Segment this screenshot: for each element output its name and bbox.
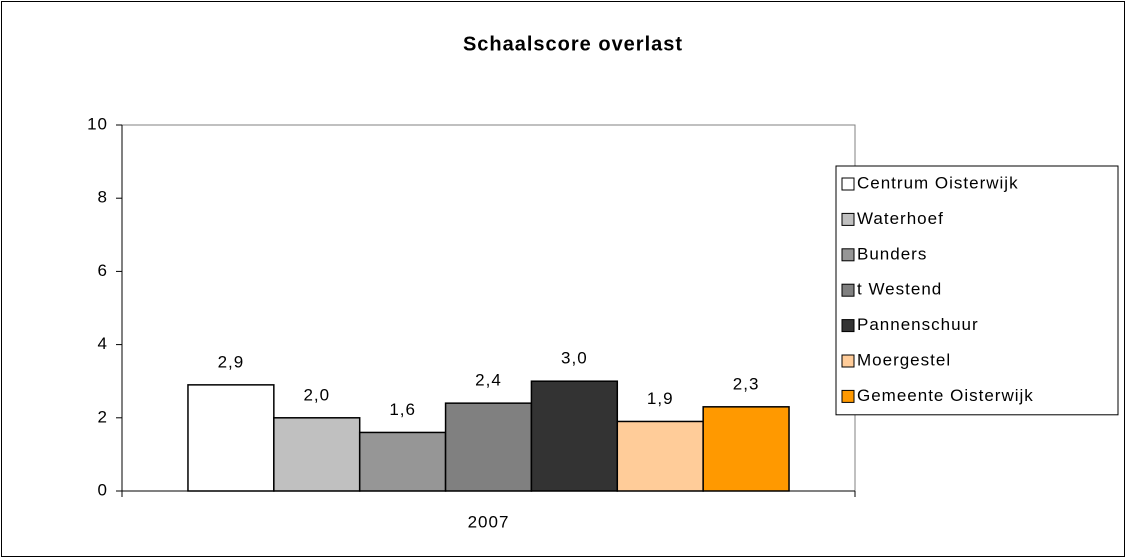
value-label: 2,9 [218,352,245,371]
legend-box [835,165,1119,416]
value-label: 3,0 [561,349,588,368]
legend-label: Moergestel [857,350,951,369]
legend-swatch [841,283,855,297]
bar [358,431,447,492]
legend-swatch [841,248,855,262]
bar [187,384,275,492]
legend-swatch [841,212,855,226]
legend-label: Bunders [857,244,927,263]
y-tick-label: 4 [98,334,108,353]
value-label: 2,4 [475,371,502,390]
legend-label: t Westend [857,280,942,299]
y-tick-label: 0 [98,480,108,499]
legend-swatch [841,319,855,333]
x-tick-label: 2007 [468,512,510,531]
y-tick-label: 10 [87,114,108,133]
legend-swatch [841,389,855,403]
chart-title: Schaalscore overlast [463,33,683,55]
y-tick-label: 8 [98,188,108,207]
bar [444,402,533,492]
y-tick-label: 2 [98,407,108,426]
legend-swatch [841,354,855,368]
value-label: 1,6 [389,400,416,419]
value-label: 1,9 [647,389,674,408]
legend-label: Pannenschuur [857,315,979,334]
bar [702,406,790,492]
legend-label: Centrum Oisterwijk [857,173,1019,192]
legend-swatch [841,177,855,191]
value-label: 2,3 [733,374,760,393]
bar [530,380,619,492]
legend-label: Gemeente Oisterwijk [857,386,1034,405]
bar [616,420,704,492]
legend-label: Waterhoef [857,209,944,228]
value-label: 2,0 [303,385,330,404]
bar [273,417,361,492]
y-tick-label: 6 [98,261,108,280]
